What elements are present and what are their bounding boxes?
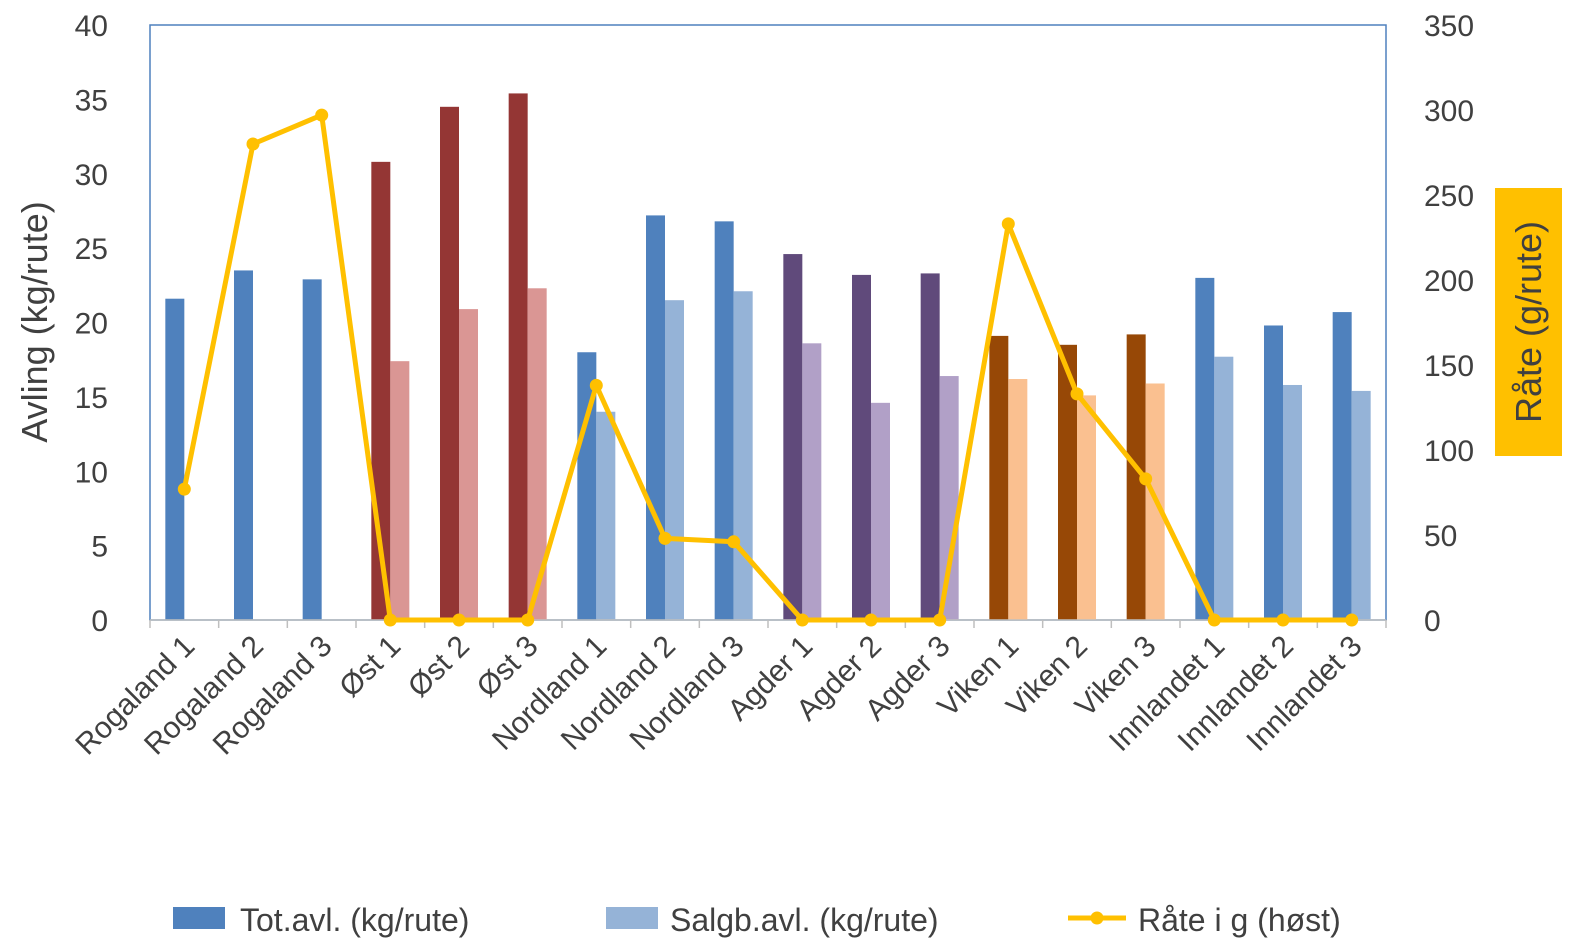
- bar-series2-8: [665, 300, 684, 620]
- legend: Tot.avl. (kg/rute) Salgb.avl. (kg/rute) Rå…: [173, 902, 1341, 938]
- line-point-7: [589, 378, 603, 392]
- line-point-2: [246, 137, 260, 151]
- x-tick-label: Øst 1: [333, 630, 407, 704]
- line-point-15: [1139, 472, 1153, 486]
- bar-series2-16: [1214, 356, 1234, 620]
- line-point-13: [1001, 217, 1015, 231]
- legend-label-1: Tot.avl. (kg/rute): [240, 902, 469, 938]
- bar-series2-10: [802, 343, 822, 620]
- line-point-10: [795, 613, 809, 627]
- line-point-17: [1276, 613, 1290, 627]
- legend-swatch-2: [606, 907, 658, 929]
- bar-series1-6: [508, 93, 528, 621]
- bar-series1-9: [714, 221, 734, 620]
- bar-series1-8: [646, 215, 665, 620]
- bar-series2-7: [596, 411, 616, 620]
- y-left-tick-label: 30: [75, 159, 108, 192]
- legend-label-2: Salgb.avl. (kg/rute): [670, 902, 939, 938]
- line-point-1: [177, 482, 191, 496]
- line-point-11: [864, 613, 878, 627]
- bar-series1-15: [1126, 334, 1146, 620]
- y-right-tick-label: 150: [1424, 350, 1474, 383]
- y-left-tick-label: 20: [75, 308, 108, 341]
- bar-series1-5: [440, 106, 459, 620]
- line-point-9: [727, 535, 741, 549]
- y-right-tick-label: 250: [1424, 180, 1474, 213]
- y-right-tick-label: 50: [1424, 520, 1457, 553]
- line-point-18: [1345, 613, 1359, 627]
- y-right-tick-label: 100: [1424, 435, 1474, 468]
- x-tick-label: Øst 2: [402, 630, 476, 704]
- line-point-3: [315, 108, 329, 122]
- y-right-tick-label: 0: [1424, 605, 1441, 638]
- line-point-12: [933, 613, 947, 627]
- bar-series2-6: [527, 288, 547, 620]
- line-series-path: [181, 112, 1352, 623]
- y-axis-left-title: Avling (kg/rute): [14, 201, 55, 442]
- bars-group: [165, 93, 1371, 621]
- line-point-8: [658, 531, 672, 545]
- y-left-tick-label: 40: [75, 10, 108, 43]
- y-axis-right-title-background: [1495, 188, 1562, 456]
- bar-series1-13: [989, 335, 1009, 620]
- bar-series2-13: [1008, 379, 1028, 620]
- bar-series1-12: [920, 273, 940, 620]
- line-point-4: [383, 613, 397, 627]
- bar-series1-1: [165, 298, 185, 620]
- bar-series2-9: [733, 291, 753, 620]
- line-point-14: [1070, 387, 1084, 401]
- y-right-tick-label: 300: [1424, 95, 1474, 128]
- line-point-5: [452, 613, 466, 627]
- legend-swatch-1: [173, 907, 225, 929]
- y-right-tick-label: 350: [1424, 10, 1474, 43]
- bar-series1-16: [1195, 277, 1215, 621]
- line-point-6: [521, 613, 535, 627]
- bar-series1-3: [302, 279, 322, 620]
- legend-label-3: Råte i g (høst): [1138, 902, 1341, 938]
- y-right-tick-label: 200: [1424, 265, 1474, 298]
- bar-series1-11: [852, 274, 871, 620]
- bar-series2-17: [1283, 384, 1302, 620]
- bar-series2-5: [459, 309, 478, 620]
- bar-series2-18: [1351, 390, 1371, 620]
- y-axis-right: 0 50 100 150 200 250 300 350: [1424, 10, 1474, 638]
- bar-series1-2: [234, 270, 253, 620]
- y-axis-left: 0 5 10 15 20 25 30 35 40: [75, 10, 108, 638]
- y-left-tick-label: 10: [75, 456, 108, 489]
- bar-series2-14: [1077, 395, 1096, 620]
- y-left-tick-label: 15: [75, 382, 108, 415]
- bar-series2-4: [390, 361, 410, 620]
- y-axis-right-title: Råte (g/rute): [1508, 221, 1549, 423]
- bar-series1-10: [783, 254, 803, 620]
- legend-swatch-marker: [1090, 911, 1104, 925]
- y-left-tick-label: 5: [91, 531, 108, 564]
- line-point-16: [1207, 613, 1221, 627]
- bar-series1-18: [1332, 312, 1352, 620]
- bar-series2-11: [871, 402, 890, 620]
- y-left-tick-label: 25: [75, 233, 108, 266]
- y-left-tick-label: 35: [75, 84, 108, 117]
- bar-series1-7: [577, 352, 597, 620]
- line-series-group: [177, 108, 1359, 627]
- bar-series1-14: [1058, 344, 1077, 620]
- bar-series1-17: [1264, 325, 1283, 620]
- y-left-tick-label: 0: [91, 605, 108, 638]
- bar-series2-12: [939, 376, 959, 620]
